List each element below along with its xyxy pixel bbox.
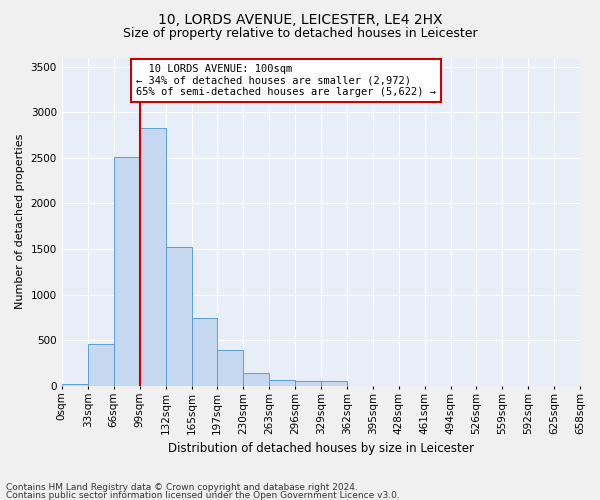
Text: Contains public sector information licensed under the Open Government Licence v3: Contains public sector information licen…	[6, 490, 400, 500]
Bar	[243, 373, 269, 386]
Bar	[166, 248, 191, 386]
Bar	[269, 380, 295, 386]
X-axis label: Distribution of detached houses by size in Leicester: Distribution of detached houses by size …	[168, 442, 474, 455]
Bar	[88, 344, 113, 386]
Text: Size of property relative to detached houses in Leicester: Size of property relative to detached ho…	[122, 28, 478, 40]
Bar	[140, 128, 166, 386]
Bar	[321, 381, 347, 386]
Text: Contains HM Land Registry data © Crown copyright and database right 2024.: Contains HM Land Registry data © Crown c…	[6, 484, 358, 492]
Bar	[217, 350, 243, 386]
Bar	[295, 381, 321, 386]
Bar	[191, 318, 217, 386]
Bar	[113, 157, 140, 386]
Text: 10 LORDS AVENUE: 100sqm  
← 34% of detached houses are smaller (2,972)
65% of se: 10 LORDS AVENUE: 100sqm ← 34% of detache…	[136, 64, 436, 98]
Text: 10, LORDS AVENUE, LEICESTER, LE4 2HX: 10, LORDS AVENUE, LEICESTER, LE4 2HX	[158, 12, 442, 26]
Y-axis label: Number of detached properties: Number of detached properties	[15, 134, 25, 310]
Bar	[62, 384, 88, 386]
